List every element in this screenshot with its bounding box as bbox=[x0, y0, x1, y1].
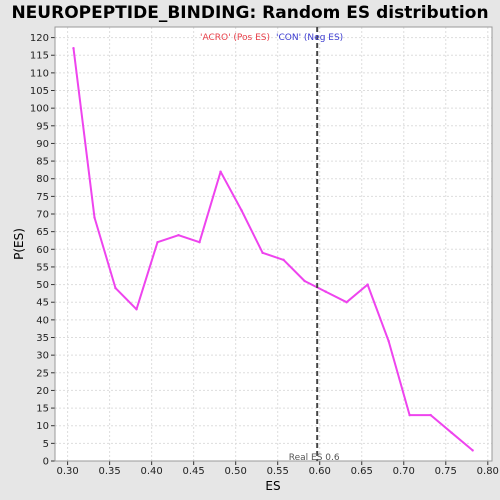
data-point bbox=[135, 308, 138, 311]
y-tick-label: 110 bbox=[30, 68, 49, 79]
data-point bbox=[345, 301, 348, 304]
data-point bbox=[366, 283, 369, 286]
x-tick-label: 0.75 bbox=[435, 466, 457, 477]
series-layer bbox=[72, 46, 474, 452]
y-tick-label: 0 bbox=[43, 457, 49, 468]
data-point bbox=[303, 279, 306, 283]
x-tick-label: 0.55 bbox=[267, 466, 289, 477]
x-tick-label: 0.35 bbox=[98, 466, 120, 477]
x-tick-label: 0.50 bbox=[225, 466, 247, 477]
y-tick-label: 10 bbox=[36, 421, 49, 432]
series-line bbox=[72, 48, 474, 452]
y-tick-label: 80 bbox=[36, 174, 49, 185]
plot-area bbox=[55, 27, 492, 461]
y-tick-label: 95 bbox=[36, 121, 49, 132]
y-tick-label: 75 bbox=[36, 192, 49, 203]
data-point bbox=[282, 258, 285, 262]
y-axis-label: P(ES) bbox=[12, 228, 26, 260]
y-tick-label: 50 bbox=[36, 280, 49, 291]
y-tick-label: 100 bbox=[30, 104, 49, 115]
plot-border bbox=[54, 26, 493, 462]
data-point bbox=[387, 339, 390, 343]
y-tick-label: 115 bbox=[30, 51, 49, 62]
data-point bbox=[429, 413, 432, 417]
data-point bbox=[408, 413, 411, 417]
data-point bbox=[177, 233, 180, 237]
axes: 0 5 10 15 20 25 30 35 40 45 50 55 60 65 70 75 80 85 90 95 10… bbox=[30, 26, 499, 477]
y-tick-label: 60 bbox=[36, 245, 49, 256]
x-tick-label: 0.70 bbox=[393, 466, 415, 477]
data-point bbox=[72, 46, 75, 50]
y-tick-label: 25 bbox=[36, 368, 49, 379]
x-tick-label: 0.30 bbox=[56, 466, 78, 477]
y-tick-label: 5 bbox=[43, 439, 49, 450]
data-point bbox=[156, 241, 159, 244]
y-tick-label: 20 bbox=[36, 386, 49, 397]
y-tick-label: 70 bbox=[36, 210, 49, 221]
grid bbox=[55, 27, 492, 462]
real-es-label: Real ES 0.6 bbox=[289, 453, 340, 463]
data-point bbox=[219, 170, 222, 173]
y-tick-label: 35 bbox=[36, 333, 49, 344]
y-tick-label: 30 bbox=[36, 351, 49, 362]
y-tick-label: 45 bbox=[36, 298, 49, 309]
chart-title: NEUROPEPTIDE_BINDING: Random ES distribu… bbox=[11, 3, 488, 23]
y-tick-label: 55 bbox=[36, 262, 49, 273]
x-axis-label: ES bbox=[265, 479, 280, 493]
x-tick-label: 0.60 bbox=[309, 466, 331, 477]
x-tick-label: 0.40 bbox=[141, 466, 163, 477]
y-tick-label: 120 bbox=[30, 33, 49, 44]
data-point bbox=[240, 209, 243, 212]
y-tick-label: 15 bbox=[36, 404, 49, 415]
data-point bbox=[324, 290, 327, 293]
data-point bbox=[93, 216, 96, 219]
y-tick-label: 40 bbox=[36, 315, 49, 326]
data-point bbox=[114, 286, 117, 290]
y-tick-label: 90 bbox=[36, 139, 49, 150]
y-tick-label: 105 bbox=[30, 86, 49, 97]
legend-pos-label: 'ACRO' (Pos ES) bbox=[200, 33, 270, 43]
data-point bbox=[261, 251, 264, 255]
y-tick-label: 65 bbox=[36, 227, 49, 238]
data-point bbox=[471, 449, 474, 452]
data-point bbox=[450, 431, 453, 434]
x-tick-label: 0.65 bbox=[351, 466, 373, 477]
data-point bbox=[198, 241, 201, 244]
legend-neg-label: 'CON' (Neg ES) bbox=[276, 33, 343, 43]
y-tick-label: 85 bbox=[36, 157, 49, 168]
x-tick-label: 0.80 bbox=[477, 466, 499, 477]
x-tick-label: 0.45 bbox=[183, 466, 205, 477]
